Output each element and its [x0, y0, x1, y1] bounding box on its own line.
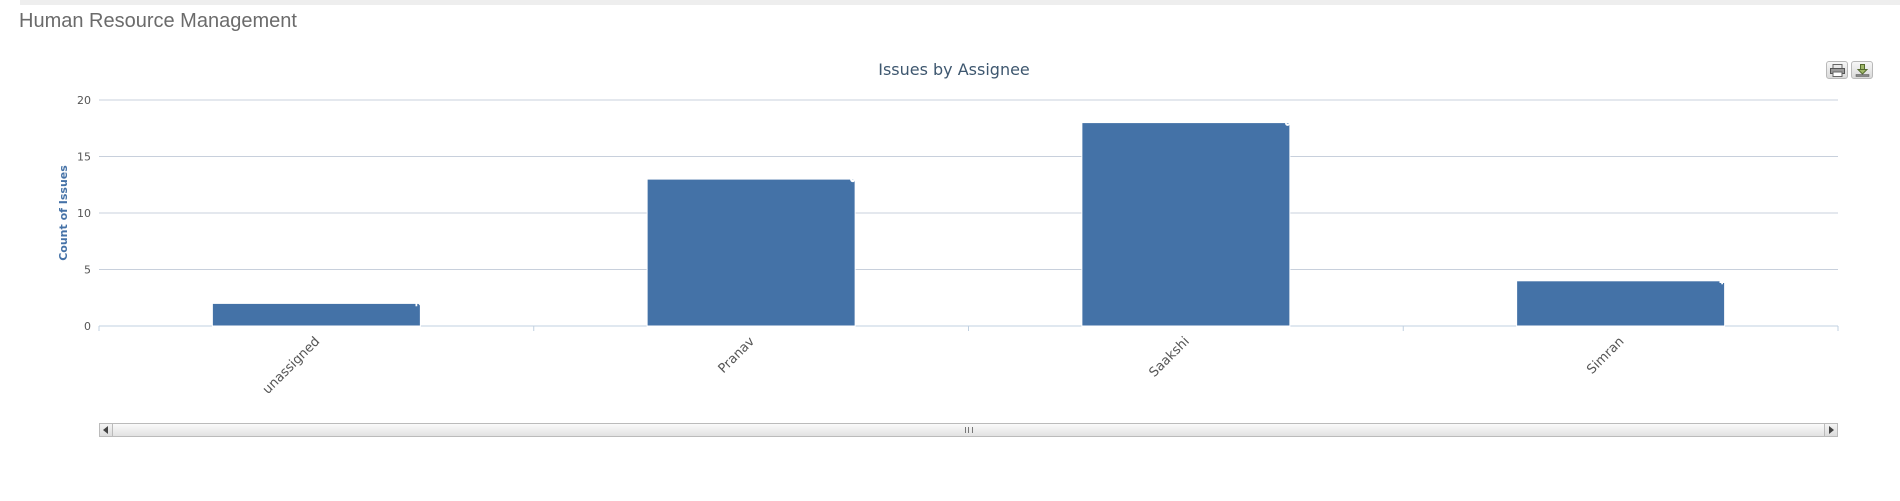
- y-axis-label: Count of Issues: [57, 165, 70, 261]
- data-label: 18: [1282, 110, 1296, 127]
- scroll-left-button[interactable]: [100, 424, 113, 436]
- download-icon: [1855, 64, 1870, 77]
- bar-simran[interactable]: [1516, 280, 1726, 327]
- grip-icon: [964, 427, 973, 433]
- x-tick-labels: unassigned Pranav Saakshi Simran: [260, 334, 1627, 397]
- scroll-thumb[interactable]: [113, 424, 1824, 436]
- bar-pranav[interactable]: [646, 178, 856, 327]
- x-tick-label: Pranav: [716, 334, 759, 377]
- y-tick-labels: 0 5 10 15 20: [77, 94, 91, 333]
- scroll-right-button[interactable]: [1824, 424, 1837, 436]
- x-tick-label: unassigned: [260, 334, 323, 397]
- y-tick-label: 15: [77, 151, 91, 164]
- y-tick-label: 20: [77, 94, 91, 107]
- bar-saakshi[interactable]: [1081, 122, 1291, 327]
- bar-unassigned[interactable]: [211, 302, 421, 327]
- y-tick-label: 0: [84, 320, 91, 333]
- panel-title: Human Resource Management: [19, 10, 297, 32]
- caret-left-icon: [103, 426, 108, 434]
- chart-title: Issues by Assignee: [878, 60, 1030, 79]
- export-button[interactable]: [1851, 61, 1873, 79]
- y-tick-label: 10: [77, 207, 91, 220]
- bar-chart: 0 5 10 15 20 2 13 18 4 unassigned Pranav Saakshi S…: [57, 60, 1839, 397]
- bars: 2 13 18 4: [211, 110, 1731, 327]
- data-label: 2: [412, 299, 426, 307]
- horizontal-scrollbar[interactable]: [99, 423, 1838, 437]
- print-button[interactable]: [1826, 61, 1848, 79]
- y-tick-label: 5: [84, 264, 91, 277]
- printer-icon: [1830, 64, 1845, 77]
- caret-right-icon: [1829, 426, 1834, 434]
- top-strip: [20, 0, 1900, 5]
- x-tick-label: Saakshi: [1146, 334, 1192, 380]
- data-label: 4: [1717, 276, 1731, 284]
- data-label: 13: [847, 166, 861, 183]
- x-tick-label: Simran: [1584, 334, 1627, 377]
